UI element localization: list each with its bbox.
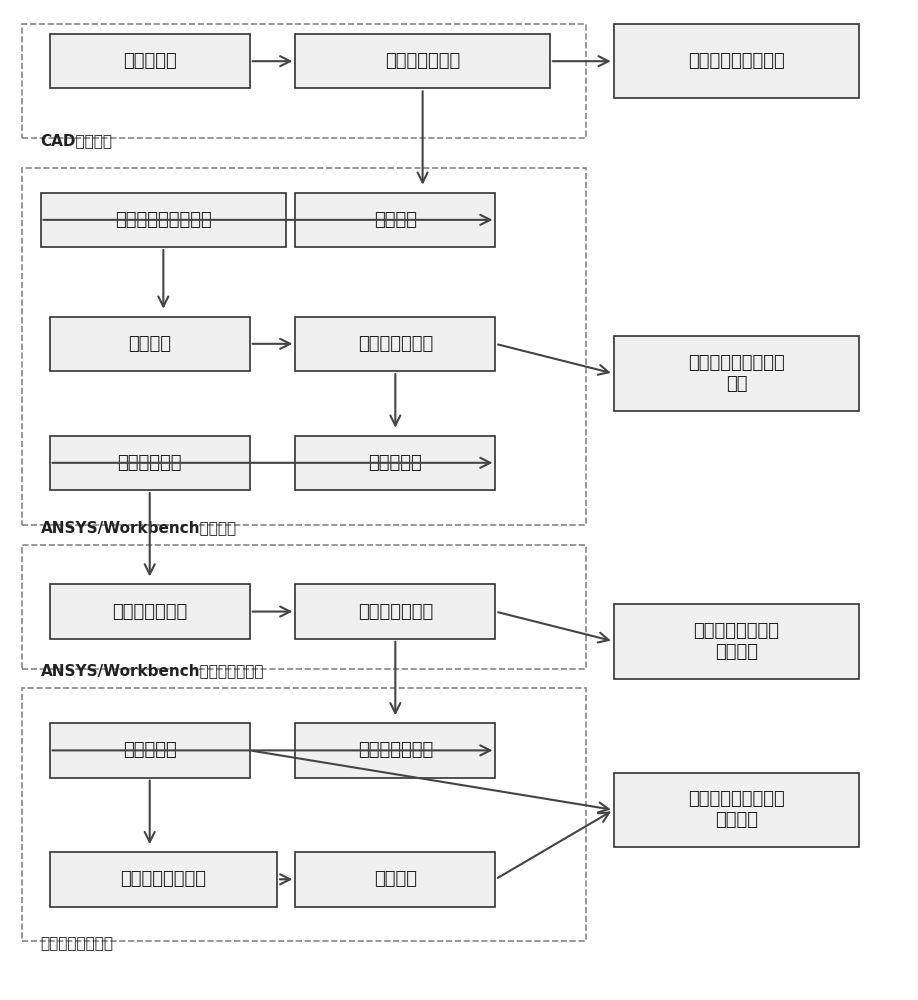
Text: 动态性能分析: 动态性能分析 xyxy=(118,454,182,472)
FancyBboxPatch shape xyxy=(50,723,250,778)
FancyBboxPatch shape xyxy=(50,317,250,371)
Text: 模态分析: 模态分析 xyxy=(129,335,172,353)
FancyBboxPatch shape xyxy=(613,773,859,847)
FancyBboxPatch shape xyxy=(296,317,496,371)
Text: 材料、边界条件设置: 材料、边界条件设置 xyxy=(115,211,212,229)
FancyBboxPatch shape xyxy=(50,584,250,639)
Text: 动态性能薄弱环节: 动态性能薄弱环节 xyxy=(120,870,207,888)
FancyBboxPatch shape xyxy=(296,34,550,88)
FancyBboxPatch shape xyxy=(50,34,250,88)
Text: 边界条件参数化: 边界条件参数化 xyxy=(112,603,187,621)
Text: 装配体模型: 装配体模型 xyxy=(123,52,176,70)
Text: 网格划分: 网格划分 xyxy=(374,211,417,229)
Text: 机床装配体模型简化: 机床装配体模型简化 xyxy=(688,52,785,70)
Text: 数值分析工作环境: 数值分析工作环境 xyxy=(40,936,114,951)
FancyBboxPatch shape xyxy=(40,193,286,247)
Text: 力边界条件设置: 力边界条件设置 xyxy=(358,335,433,353)
FancyBboxPatch shape xyxy=(296,584,496,639)
FancyBboxPatch shape xyxy=(613,604,859,678)
Text: 装配体模型简化: 装配体模型简化 xyxy=(385,52,460,70)
Text: 机床装配体动态性能
优化设计: 机床装配体动态性能 优化设计 xyxy=(688,790,785,829)
FancyBboxPatch shape xyxy=(50,852,277,907)
FancyBboxPatch shape xyxy=(296,193,496,247)
FancyBboxPatch shape xyxy=(613,336,859,411)
Text: 机床装配体动态性能
分析: 机床装配体动态性能 分析 xyxy=(688,354,785,393)
Text: 优化设计: 优化设计 xyxy=(374,870,417,888)
Text: 灵敏度分析: 灵敏度分析 xyxy=(123,741,176,759)
FancyBboxPatch shape xyxy=(296,723,496,778)
FancyBboxPatch shape xyxy=(50,436,250,490)
Text: 响应面模型拟合: 响应面模型拟合 xyxy=(358,741,433,759)
FancyBboxPatch shape xyxy=(613,24,859,98)
Text: ANSYS/Workbench参数化工作环境: ANSYS/Workbench参数化工作环境 xyxy=(40,664,264,679)
Text: 二次多项式响应面
模型拟合: 二次多项式响应面 模型拟合 xyxy=(693,622,779,661)
FancyBboxPatch shape xyxy=(296,852,496,907)
Text: 谐响应分析: 谐响应分析 xyxy=(368,454,422,472)
FancyBboxPatch shape xyxy=(296,436,496,490)
Text: ANSYS/Workbench工作环境: ANSYS/Workbench工作环境 xyxy=(40,520,237,535)
Text: 动态性能响应值: 动态性能响应值 xyxy=(358,603,433,621)
Text: CAD工作环境: CAD工作环境 xyxy=(40,133,113,148)
